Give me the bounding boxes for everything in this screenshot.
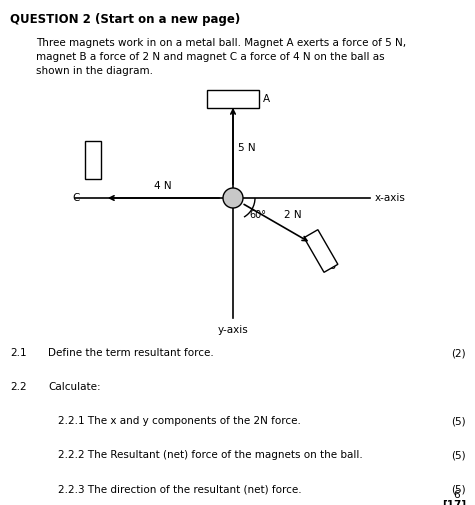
Text: Define the term resultant force.: Define the term resultant force. (48, 348, 214, 358)
Circle shape (223, 188, 243, 208)
Text: A: A (263, 94, 270, 104)
Text: 2.1: 2.1 (10, 348, 27, 358)
Text: x-axis: x-axis (375, 193, 406, 203)
Text: 2.2.1 The x and y components of the 2N force.: 2.2.1 The x and y components of the 2N f… (58, 416, 301, 426)
Text: [17]: [17] (442, 500, 466, 505)
Text: 60°: 60° (249, 210, 266, 220)
Bar (85, 141, 101, 179)
Text: B: B (329, 261, 336, 271)
Text: Three magnets work in on a metal ball. Magnet A exerts a force of 5 N,: Three magnets work in on a metal ball. M… (36, 38, 406, 48)
Text: 2.2.3 The direction of the resultant (net) force.: 2.2.3 The direction of the resultant (ne… (58, 484, 302, 494)
Text: 2.2: 2.2 (10, 382, 27, 392)
Bar (207, 90, 259, 108)
Text: 6: 6 (453, 490, 460, 500)
Text: 2.2.2 The Resultant (net) force of the magnets on the ball.: 2.2.2 The Resultant (net) force of the m… (58, 450, 363, 460)
Text: (5): (5) (451, 484, 466, 494)
Text: C: C (73, 193, 80, 203)
Text: 2 N: 2 N (284, 211, 302, 221)
Text: y-axis: y-axis (218, 325, 248, 335)
Text: Calculate:: Calculate: (48, 382, 101, 392)
Text: shown in the diagram.: shown in the diagram. (36, 66, 153, 76)
Text: (5): (5) (451, 450, 466, 460)
Bar (304, 230, 338, 272)
Text: 5 N: 5 N (238, 143, 256, 153)
Text: (2): (2) (451, 348, 466, 358)
Text: QUESTION 2 (Start on a new page): QUESTION 2 (Start on a new page) (10, 13, 240, 26)
Text: magnet B a force of 2 N and magnet C a force of 4 N on the ball as: magnet B a force of 2 N and magnet C a f… (36, 52, 385, 62)
Text: 4 N: 4 N (154, 181, 172, 191)
Text: (5): (5) (451, 416, 466, 426)
